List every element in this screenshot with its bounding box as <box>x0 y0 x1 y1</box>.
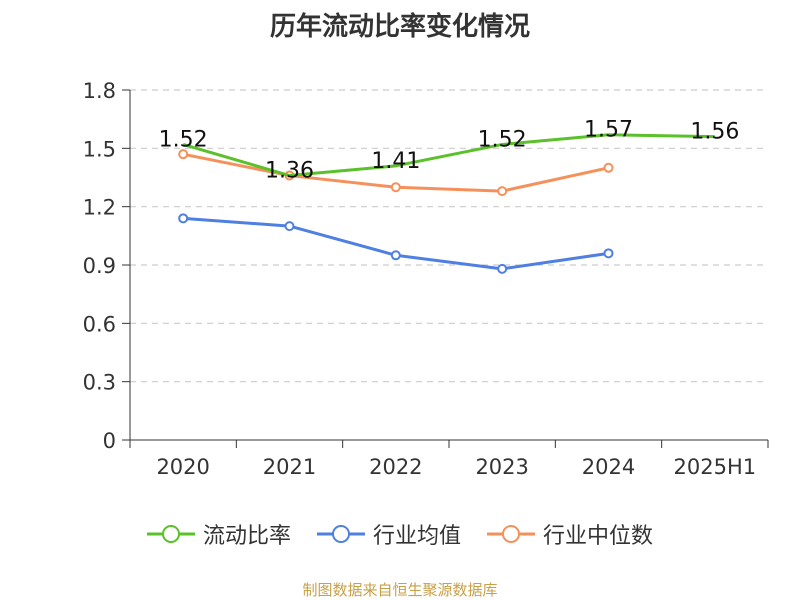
chart-title: 历年流动比率变化情况 <box>269 12 530 42</box>
data-point-industry-mean <box>497 263 508 274</box>
data-point-industry-mean <box>178 213 189 224</box>
y-tick-label: 0.6 <box>83 312 116 336</box>
legend-label-industry-median: 行业中位数 <box>543 524 654 549</box>
line-chart: 0 0.3 0.6 0.9 1.2 1.5 1.8 2020 2021 2022 2023 2024 2… <box>83 79 769 479</box>
series-line-industry-mean <box>183 216 609 271</box>
legend-marker-industry-median <box>487 525 535 543</box>
data-point-industry-mean <box>390 250 401 261</box>
series-line-current-ratio <box>182 133 715 178</box>
legend-item-industry-median[interactable]: 行业中位数 <box>487 518 653 550</box>
y-tick-label: 0.3 <box>83 371 116 395</box>
data-point-industry-median <box>178 149 189 160</box>
data-point-industry-median <box>497 186 508 197</box>
data-label: 1.57 <box>584 118 633 143</box>
data-label: 1.52 <box>478 127 527 152</box>
y-tick-label: 1.5 <box>83 137 116 161</box>
y-tick-label: 1.8 <box>83 79 116 103</box>
x-tick-label: 2022 <box>369 455 422 479</box>
legend-item-current-ratio[interactable]: 流动比率 <box>146 518 291 550</box>
x-tick-label: 2024 <box>582 455 635 479</box>
y-tick-label: 0 <box>103 429 116 453</box>
legend-label-industry-mean: 行业均值 <box>372 524 461 549</box>
x-tick-label: 2020 <box>156 455 209 479</box>
x-tick-label: 2025H1 <box>674 455 757 479</box>
data-label: 1.41 <box>371 149 420 174</box>
data-point-industry-mean <box>284 221 295 232</box>
data-point-industry-median <box>603 162 614 173</box>
legend-label-current-ratio: 流动比率 <box>202 524 291 549</box>
data-point-industry-mean <box>603 248 614 259</box>
legend-item-industry-mean[interactable]: 行业均值 <box>316 518 461 550</box>
data-source-note: 制图数据来自恒生聚源数据库 <box>302 581 498 599</box>
data-label: 1.52 <box>159 127 208 152</box>
data-point-industry-median <box>390 182 401 193</box>
chart-legend: 流动比率 行业均值 行业中位数 <box>0 518 800 550</box>
x-tick-label: 2023 <box>475 455 528 479</box>
legend-marker-current-ratio <box>146 525 195 543</box>
y-tick-label: 0.9 <box>83 254 116 278</box>
data-label: 1.56 <box>690 120 739 145</box>
y-tick-label: 1.2 <box>83 196 116 220</box>
legend-marker-industry-mean <box>316 525 365 543</box>
x-tick-label: 2021 <box>263 455 316 479</box>
data-label: 1.36 <box>265 159 314 184</box>
